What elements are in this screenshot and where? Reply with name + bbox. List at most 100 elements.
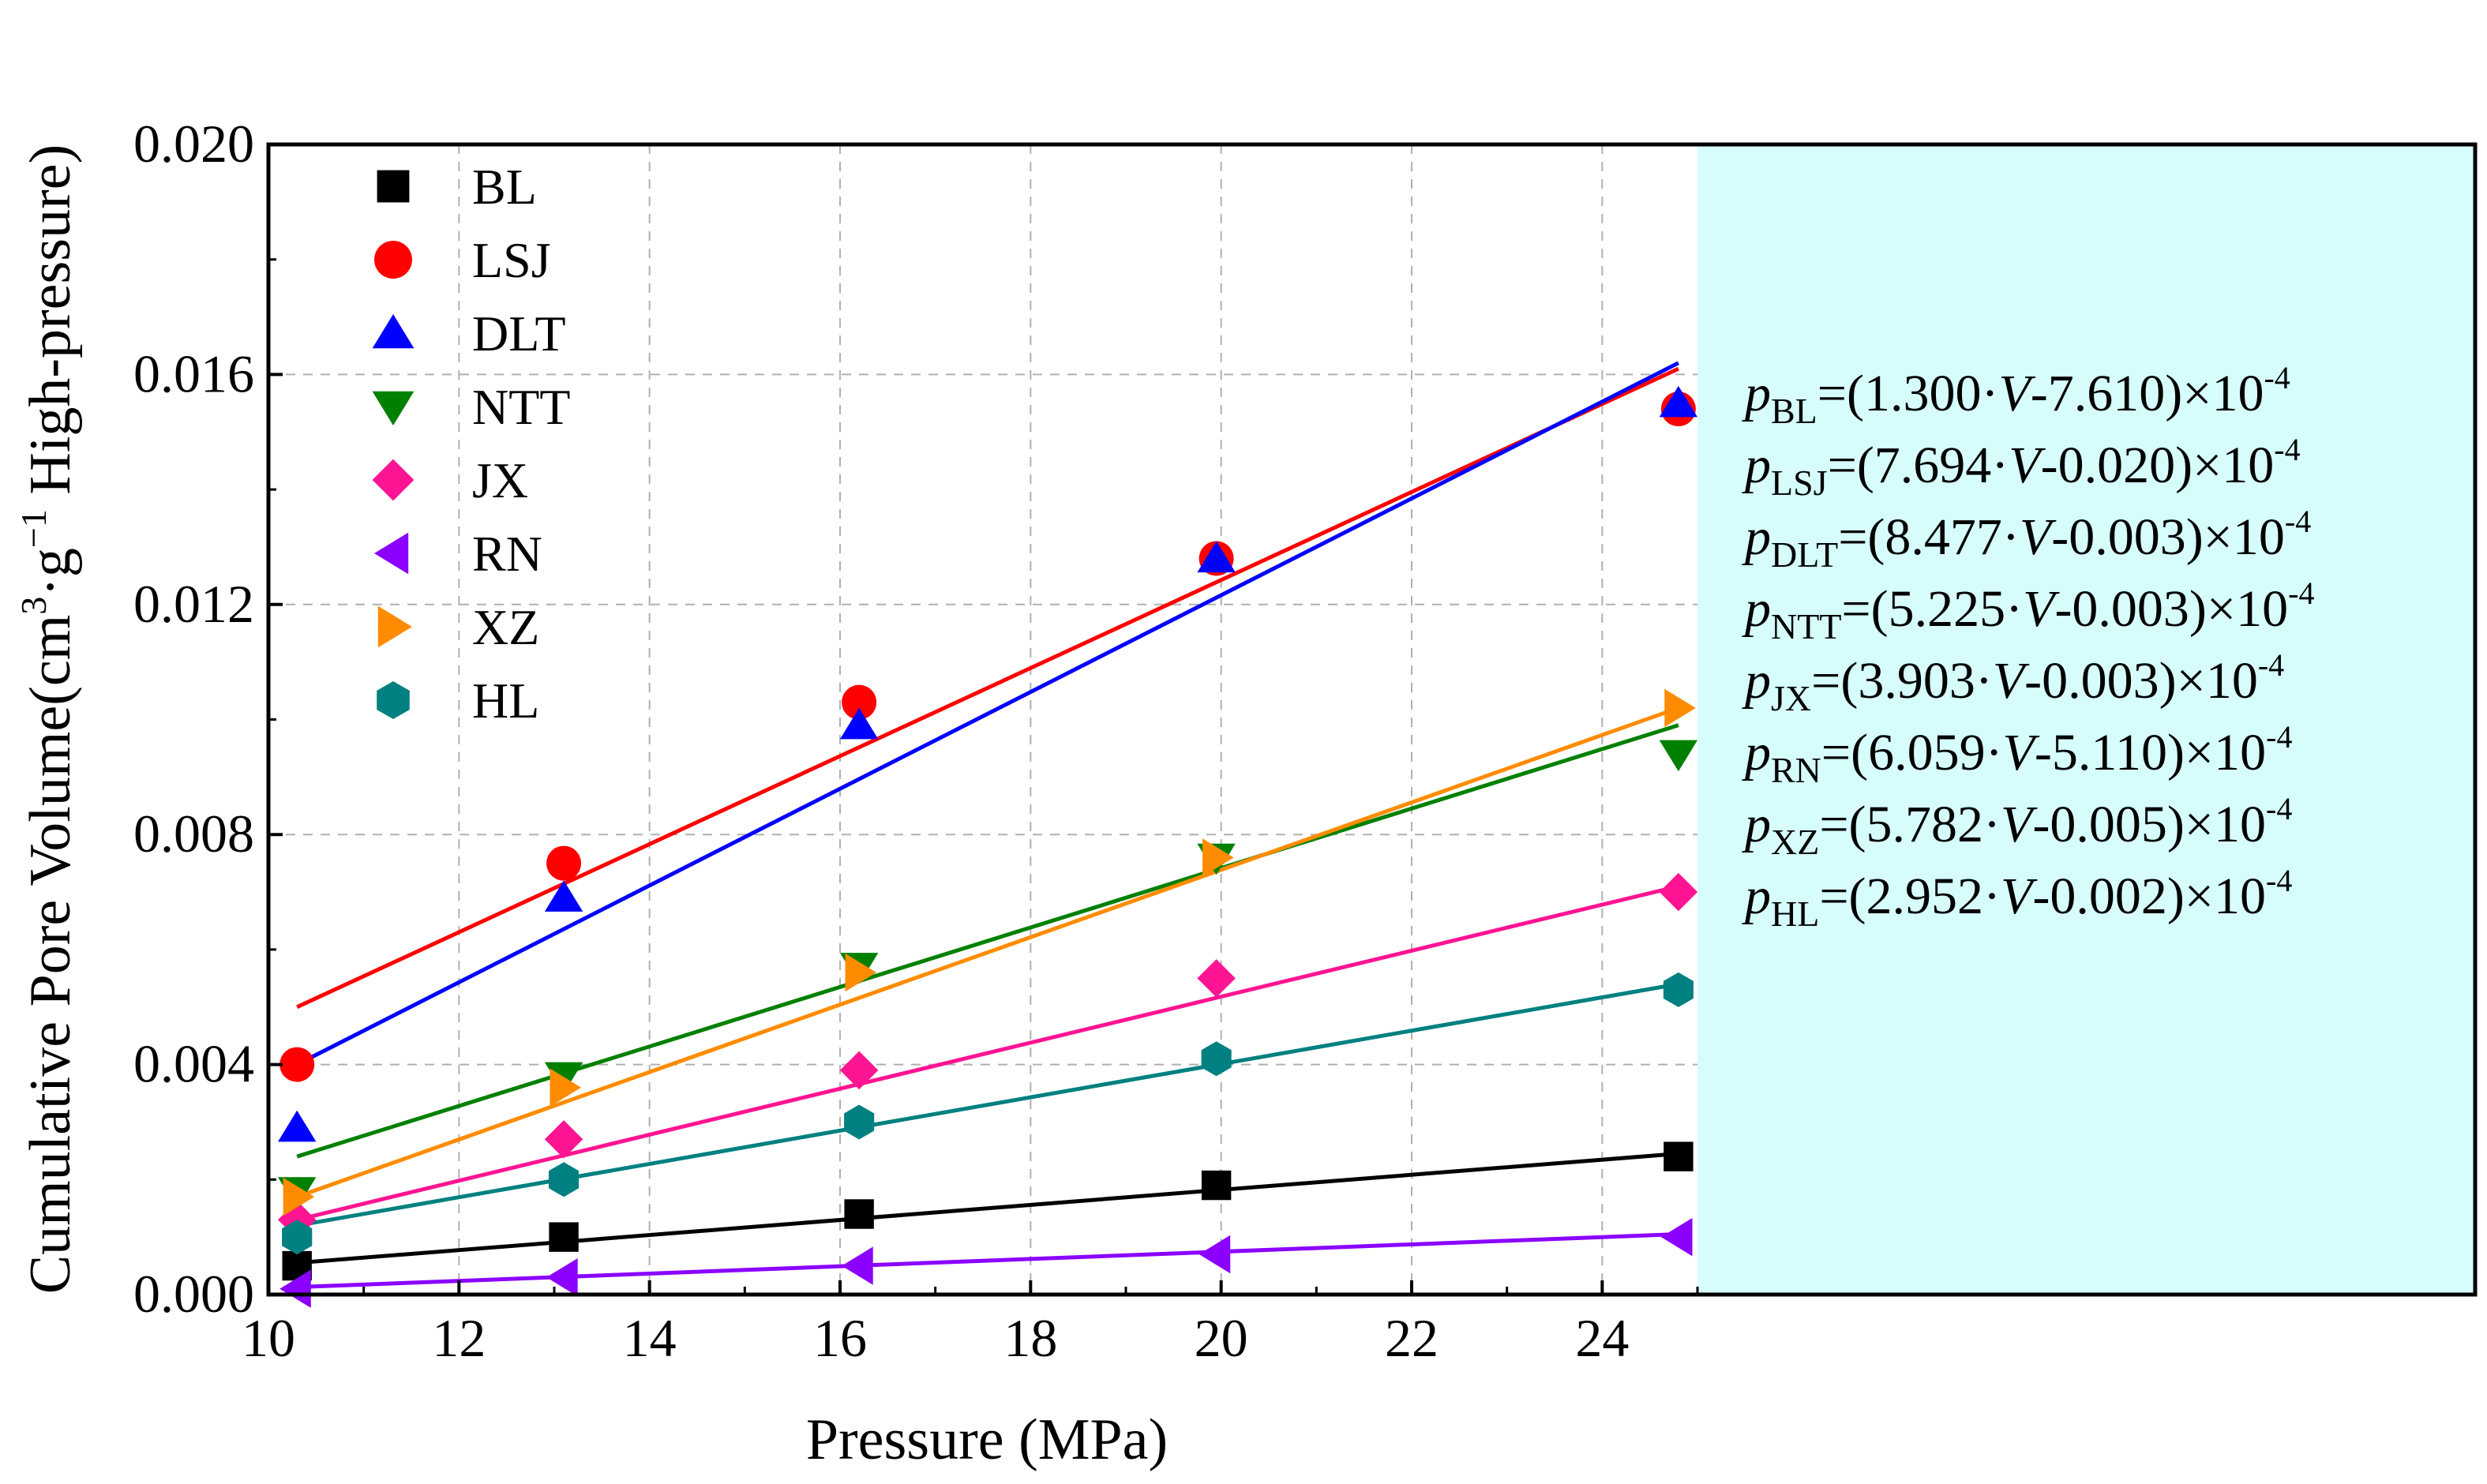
y-axis-label-text: Cumulative Pore Volume(cm bbox=[18, 615, 83, 1295]
legend-marker-hl bbox=[377, 681, 410, 719]
x-tick-label: 14 bbox=[623, 1308, 677, 1368]
eq-body: =(3.903· bbox=[1811, 652, 1993, 710]
eq-symbol: p bbox=[1742, 724, 1771, 781]
eq-exponent: -4 bbox=[2266, 791, 2292, 826]
eq-subscript: RN bbox=[1771, 750, 1821, 790]
eq-subscript: LSJ bbox=[1771, 463, 1828, 503]
eq-exponent: -4 bbox=[2285, 504, 2311, 539]
eq-subscript: NTT bbox=[1771, 606, 1841, 646]
equation-hl: pHL=(2.952·V-0.002)×10-4 bbox=[1742, 863, 2292, 934]
point-rn bbox=[1660, 1217, 1693, 1257]
eq-subscript: XZ bbox=[1771, 822, 1819, 862]
point-xz bbox=[1202, 838, 1234, 877]
legend-label-xz: XZ bbox=[472, 599, 539, 655]
legend-label-bl: BL bbox=[472, 159, 537, 215]
eq-subscript: BL bbox=[1771, 391, 1817, 431]
point-bl bbox=[1664, 1141, 1694, 1171]
eq-body: -0.003)×10 bbox=[2051, 508, 2285, 566]
point-xz bbox=[550, 1068, 582, 1107]
point-xz bbox=[845, 953, 877, 992]
point-rn bbox=[842, 1246, 873, 1285]
legend-label-rn: RN bbox=[472, 526, 542, 582]
point-lsj bbox=[842, 684, 877, 720]
point-lsj bbox=[279, 1047, 315, 1082]
x-tick-label: 22 bbox=[1385, 1308, 1439, 1368]
eq-exponent: -4 bbox=[2266, 863, 2292, 898]
eq-body: =(1.300· bbox=[1817, 365, 1999, 422]
point-bl bbox=[1201, 1170, 1232, 1201]
eq-exponent: -4 bbox=[2266, 719, 2292, 755]
point-jx bbox=[1197, 959, 1236, 998]
legend-marker-ntt bbox=[372, 391, 414, 425]
eq-subscript: DLT bbox=[1771, 534, 1838, 575]
point-rn bbox=[1198, 1235, 1231, 1274]
y-axis-label-sup: 3 bbox=[13, 597, 54, 615]
point-jx bbox=[839, 1051, 879, 1090]
legend-marker-bl bbox=[377, 170, 410, 203]
point-bl bbox=[844, 1199, 874, 1229]
legend-marker-lsj bbox=[374, 241, 412, 279]
fit-lines bbox=[296, 361, 1679, 1290]
legend-label-lsj: LSJ bbox=[472, 232, 551, 288]
point-dlt bbox=[1197, 541, 1236, 573]
legend-marker-xz bbox=[377, 605, 412, 648]
eq-variable: V bbox=[1993, 652, 2030, 710]
x-axis-ticks: 10 12 14 16 18 20 22 24 bbox=[242, 1280, 1699, 1368]
eq-body: -0.003)×10 bbox=[2024, 652, 2258, 710]
eq-exponent: -4 bbox=[2288, 575, 2314, 611]
eq-body: =(5.782· bbox=[1819, 796, 2001, 853]
fit-line-jx bbox=[296, 884, 1679, 1222]
x-tick-label: 20 bbox=[1195, 1308, 1248, 1368]
fit-line-dlt bbox=[296, 361, 1679, 1066]
eq-subscript: HL bbox=[1771, 894, 1819, 934]
point-ntt bbox=[1659, 740, 1698, 772]
eq-body: =(2.952· bbox=[1819, 868, 2001, 925]
point-dlt bbox=[1659, 385, 1698, 418]
legend-label-dlt: DLT bbox=[472, 305, 566, 362]
point-rn bbox=[279, 1269, 311, 1308]
eq-variable: V bbox=[2023, 580, 2060, 638]
point-dlt bbox=[839, 707, 879, 740]
fit-line-bl bbox=[297, 1152, 1679, 1265]
y-axis-label-text: ·g bbox=[18, 548, 83, 597]
y-tick-label: 0.016 bbox=[133, 343, 254, 403]
point-lsj bbox=[546, 845, 582, 881]
eq-body: -0.020)×10 bbox=[2041, 437, 2275, 494]
fit-line-lsj bbox=[296, 366, 1679, 1010]
eq-exponent: -4 bbox=[2258, 647, 2284, 683]
x-tick-label: 10 bbox=[242, 1308, 295, 1368]
fit-line-hl bbox=[296, 982, 1679, 1228]
eq-subscript: JX bbox=[1771, 678, 1811, 718]
legend-marker-jx bbox=[372, 459, 414, 501]
point-hl bbox=[1201, 1041, 1232, 1077]
y-axis-label-sup: −1 bbox=[13, 509, 54, 548]
eq-body: =(5.225· bbox=[1841, 580, 2023, 638]
eq-symbol: p bbox=[1742, 365, 1771, 422]
point-dlt bbox=[278, 1110, 317, 1142]
eq-symbol: p bbox=[1742, 868, 1771, 925]
legend-label-hl: HL bbox=[472, 673, 539, 729]
eq-body: -0.002)×10 bbox=[2032, 868, 2266, 925]
y-axis-label: Cumulative Pore Volume(cm3·g−1 High-pres… bbox=[13, 144, 83, 1294]
y-tick-label: 0.012 bbox=[133, 574, 254, 634]
eq-body: =(7.694· bbox=[1828, 437, 2009, 494]
eq-variable: V bbox=[2001, 796, 2038, 853]
fit-line-ntt bbox=[296, 723, 1679, 1159]
point-hl bbox=[844, 1104, 875, 1140]
y-axis-ticks: 0.000 0.004 0.008 0.012 0.016 0.020 bbox=[133, 114, 283, 1324]
eq-exponent: -4 bbox=[2274, 432, 2300, 467]
equation-rn: pRN=(6.059·V-5.110)×10-4 bbox=[1742, 719, 2292, 790]
x-tick-label: 16 bbox=[813, 1308, 867, 1368]
annotation-box bbox=[1697, 144, 2475, 1295]
eq-exponent: -4 bbox=[2264, 360, 2290, 395]
y-tick-label: 0.000 bbox=[133, 1264, 254, 1324]
equation-dlt: pDLT=(8.477·V-0.003)×10-4 bbox=[1742, 504, 2311, 575]
fit-line-rn bbox=[297, 1232, 1679, 1290]
data-points bbox=[278, 385, 1698, 1308]
x-axis-label: Pressure (MPa) bbox=[806, 1407, 1168, 1472]
point-hl bbox=[1663, 972, 1694, 1007]
point-bl bbox=[549, 1222, 579, 1252]
eq-body: =(6.059· bbox=[1821, 724, 2003, 781]
x-tick-label: 24 bbox=[1575, 1308, 1629, 1368]
